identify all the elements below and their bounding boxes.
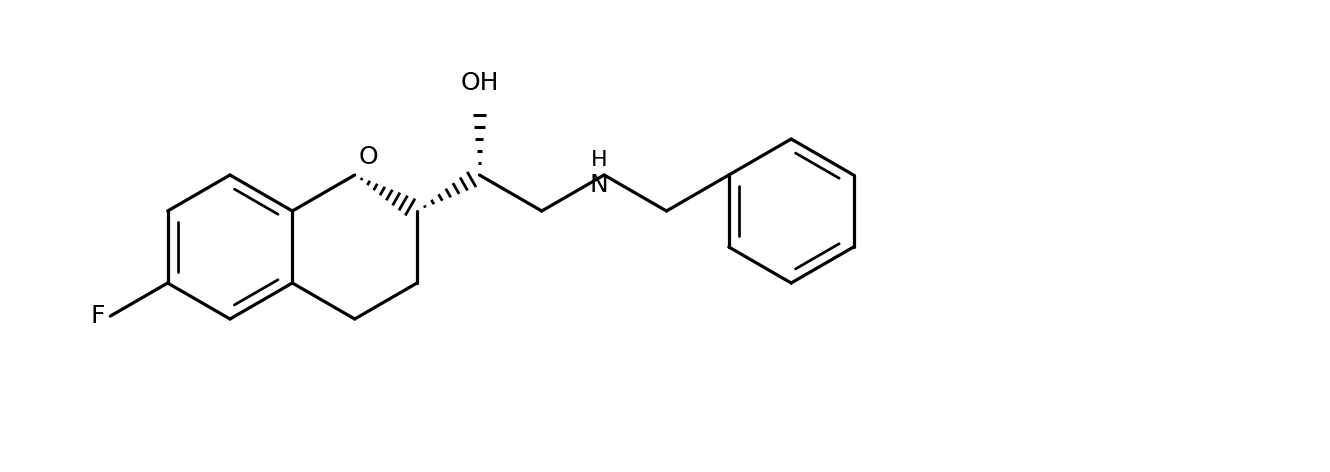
- Text: F: F: [90, 304, 105, 328]
- Text: OH: OH: [460, 71, 499, 95]
- Text: H: H: [591, 150, 608, 170]
- Text: N: N: [589, 173, 609, 197]
- Text: O: O: [359, 145, 378, 169]
